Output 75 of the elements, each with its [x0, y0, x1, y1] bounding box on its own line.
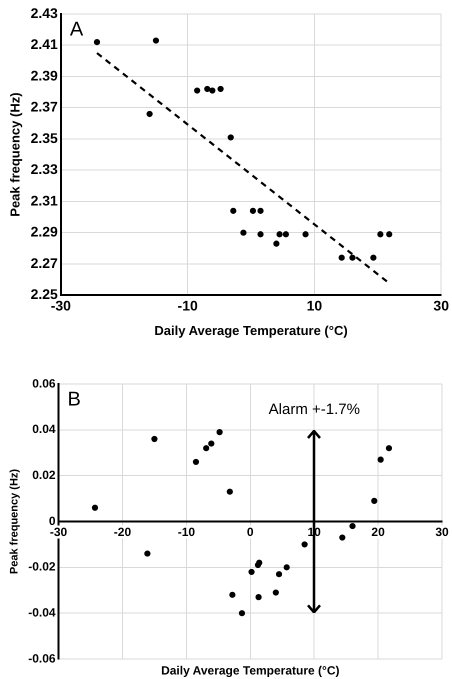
point	[386, 445, 392, 452]
point	[238, 610, 246, 616]
y-axis-title: Peak frequency (Hz)	[7, 92, 22, 217]
point	[371, 498, 378, 504]
point	[248, 568, 255, 576]
x-tick-label: -10	[178, 297, 198, 314]
point	[302, 231, 309, 238]
x-tick-label: -20	[114, 524, 132, 539]
point	[228, 134, 234, 141]
point	[377, 231, 384, 238]
y-tick-label: 0.04	[32, 422, 56, 436]
point	[284, 564, 290, 570]
x-axis-title: Daily Average Temperature (°C)	[154, 323, 348, 338]
x-tick-label: -30	[50, 524, 68, 539]
point	[218, 86, 224, 92]
point	[339, 534, 346, 541]
x-tick-label: 10	[306, 297, 322, 314]
point	[272, 589, 279, 596]
point	[256, 560, 262, 566]
x-tick-label: 20	[371, 524, 386, 539]
y-tick-label: 2.33	[30, 161, 58, 178]
point	[94, 39, 100, 46]
y-tick-label: 2.31	[30, 192, 58, 208]
point	[257, 208, 264, 214]
point	[151, 436, 158, 442]
point	[349, 254, 356, 261]
point	[209, 87, 216, 94]
annotation: B	[68, 388, 81, 411]
point	[229, 592, 236, 598]
point	[282, 231, 289, 238]
point	[92, 504, 98, 511]
point	[230, 208, 236, 214]
y-tick-label: 2.43	[30, 4, 58, 21]
point	[257, 231, 264, 238]
x-axis-title: Daily Average Temperature (°C)	[161, 663, 340, 678]
y-tick-label: 0.06	[32, 376, 56, 390]
y-tick-label: 0.02	[32, 468, 56, 482]
point	[203, 445, 210, 452]
y-axis-title: Peak frequency (Hz)	[8, 468, 21, 574]
point	[302, 541, 308, 548]
point	[192, 458, 200, 466]
point	[255, 594, 262, 600]
point	[226, 488, 233, 495]
y-tick-label: 2.37	[30, 98, 58, 115]
point	[194, 87, 200, 94]
point	[208, 440, 214, 447]
point	[276, 231, 283, 238]
point	[250, 208, 256, 214]
x-tick-label: 30	[435, 524, 449, 539]
point	[273, 240, 280, 247]
point	[386, 231, 392, 238]
point	[338, 254, 345, 261]
y-tick-label: -0.06	[28, 651, 56, 666]
x-tick-label: -10	[178, 524, 196, 539]
y-tick-label: -0.02	[28, 560, 56, 574]
point	[349, 522, 356, 530]
point	[370, 254, 376, 261]
y-tick-label: -0.04	[28, 605, 56, 620]
x-tick-label: 0	[246, 524, 254, 539]
point	[144, 550, 150, 557]
point	[216, 429, 223, 436]
annotation: A	[70, 18, 84, 41]
point	[276, 571, 282, 578]
point	[240, 230, 247, 236]
y-tick-label: 2.29	[30, 224, 58, 240]
y-tick-label: 2.35	[30, 130, 58, 146]
y-tick-label: 2.27	[30, 254, 58, 271]
y-tick-label: 2.39	[30, 67, 58, 84]
y-tick-label: 2.41	[30, 36, 58, 52]
point	[152, 37, 160, 44]
point	[378, 456, 384, 463]
x-tick-label: 30	[433, 297, 450, 314]
annotation: Alarm +-1.7%	[268, 401, 360, 418]
point	[146, 110, 153, 118]
point	[204, 86, 210, 92]
